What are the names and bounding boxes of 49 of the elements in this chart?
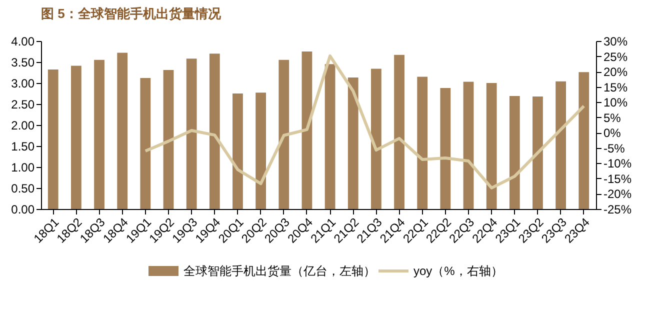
bar bbox=[463, 82, 474, 209]
y2-tick-label: -15% bbox=[604, 172, 632, 186]
y-tick-label: 0.50 bbox=[11, 182, 35, 196]
y-tick-label: 1.50 bbox=[11, 140, 35, 154]
y-tick-label: 1.00 bbox=[11, 160, 35, 174]
y-tick-label: 0.00 bbox=[11, 202, 35, 216]
bar bbox=[209, 54, 220, 209]
bar bbox=[117, 52, 128, 209]
bar bbox=[278, 60, 290, 209]
bar bbox=[324, 64, 336, 209]
y2-tick-label: -20% bbox=[604, 187, 632, 202]
bar bbox=[532, 96, 543, 209]
y2-tick-label: -5% bbox=[604, 141, 626, 156]
bar bbox=[71, 66, 82, 209]
y2-tick-label: 25% bbox=[604, 50, 628, 64]
y2-tick-label: 5% bbox=[604, 110, 622, 125]
bar bbox=[48, 70, 58, 209]
y2-tick-label: 20% bbox=[604, 65, 628, 80]
legend-label: yoy（%，右轴） bbox=[414, 264, 503, 278]
bar bbox=[256, 92, 266, 209]
y-tick-label: 2.00 bbox=[11, 118, 35, 132]
bar bbox=[232, 94, 243, 209]
y2-tick-label: -25% bbox=[604, 202, 632, 216]
bar bbox=[371, 68, 382, 209]
y2-tick-label: 30% bbox=[604, 34, 628, 48]
y2-tick-label: 10% bbox=[604, 96, 628, 110]
y-tick-label: 4.00 bbox=[11, 34, 35, 48]
bar bbox=[417, 76, 428, 209]
bar bbox=[140, 78, 151, 209]
legend-label: 全球智能手机出货量（亿台，左轴） bbox=[184, 264, 376, 278]
bar bbox=[486, 83, 497, 209]
bar bbox=[394, 54, 404, 209]
bar bbox=[94, 60, 104, 209]
bar bbox=[163, 70, 174, 209]
bar bbox=[556, 81, 566, 209]
y-tick-label: 2.50 bbox=[11, 98, 35, 112]
bar bbox=[578, 72, 590, 209]
y2-tick-label: 0% bbox=[604, 126, 622, 140]
y2-tick-label: -10% bbox=[604, 156, 632, 171]
y-tick-label: 3.00 bbox=[11, 76, 35, 90]
y2-tick-label: 15% bbox=[604, 80, 628, 94]
bar bbox=[509, 96, 520, 209]
bar bbox=[302, 52, 312, 209]
y-tick-label: 3.50 bbox=[11, 56, 35, 70]
bar bbox=[440, 88, 451, 209]
chart-title: 图 5：全球智能手机出货量情况 bbox=[41, 6, 222, 21]
bar bbox=[348, 78, 358, 209]
bar bbox=[186, 58, 197, 209]
line-series bbox=[144, 54, 586, 190]
